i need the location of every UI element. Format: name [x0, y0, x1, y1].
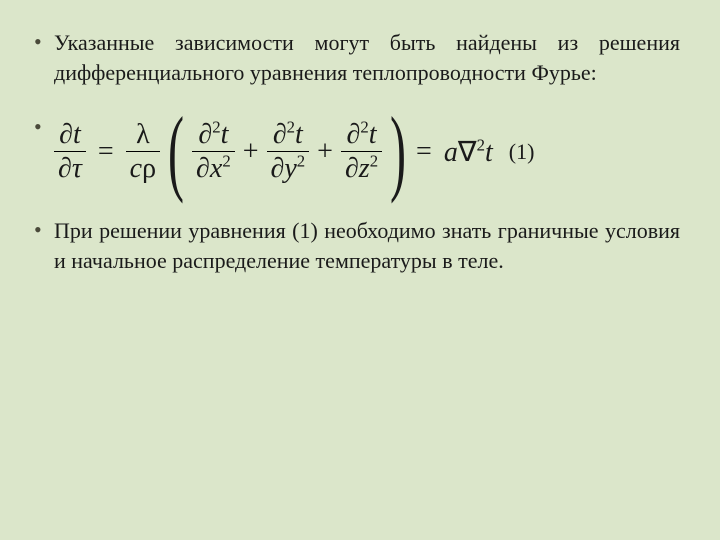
paren-close: )	[390, 113, 406, 190]
rhs-a: a	[444, 137, 458, 168]
equation: ∂t ∂τ = λ cρ ( ∂	[54, 113, 680, 190]
bullet-item-equation: ∂t ∂τ = λ cρ ( ∂	[30, 113, 680, 190]
plus-2: +	[315, 136, 335, 168]
lhs-fraction: ∂t ∂τ	[54, 120, 86, 184]
paragraph-1: Указанные зависимости могут быть найдены…	[54, 28, 680, 87]
rhs-t: t	[485, 137, 493, 168]
equals-1: =	[96, 136, 116, 168]
paragraph-2: При решении уравнения (1) необходимо зна…	[54, 216, 680, 275]
equals-2: =	[414, 136, 434, 168]
bullet-item-3: При решении уравнения (1) необходимо зна…	[30, 216, 680, 275]
term1: ∂2t ∂x2	[192, 120, 235, 184]
lhs-den: ∂τ	[58, 153, 82, 184]
term2: ∂2t ∂y2	[267, 120, 310, 184]
coef-num: λ	[132, 120, 154, 151]
term2-t: t	[295, 119, 303, 150]
term1-sup: 2	[212, 118, 220, 137]
term3-dz-sup: 2	[370, 152, 378, 171]
term2-dy: ∂y	[271, 153, 297, 184]
coef-den-rho: ρ	[142, 153, 156, 184]
term3-d: ∂	[347, 119, 361, 150]
paren-open: (	[168, 113, 184, 190]
bullet-item-1: Указанные зависимости могут быть найдены…	[30, 28, 680, 87]
term1-t: t	[221, 119, 229, 150]
term3: ∂2t ∂z2	[341, 120, 382, 184]
rhs-nab-sup: 2	[477, 135, 485, 154]
term1-d: ∂	[198, 119, 212, 150]
bullet-list: Указанные зависимости могут быть найдены…	[30, 28, 680, 276]
rhs-nab: ∇	[458, 137, 477, 168]
plus-1: +	[241, 136, 261, 168]
inner-terms: ∂2t ∂x2 + ∂2t ∂y2	[192, 120, 382, 184]
term1-dx: ∂x	[196, 153, 222, 184]
slide: Указанные зависимости могут быть найдены…	[0, 0, 720, 540]
equation-number: (1)	[509, 139, 535, 165]
term2-sup: 2	[287, 118, 295, 137]
term1-dx-sup: 2	[222, 152, 230, 171]
term2-d: ∂	[273, 119, 287, 150]
term2-dy-sup: 2	[297, 152, 305, 171]
term3-dz: ∂z	[345, 153, 370, 184]
rhs: a∇2t	[444, 135, 493, 169]
term3-sup: 2	[360, 118, 368, 137]
coef-den-c: c	[130, 153, 142, 184]
coef-fraction: λ cρ	[126, 120, 160, 184]
term3-t: t	[369, 119, 377, 150]
lhs-num: ∂t	[59, 119, 81, 150]
